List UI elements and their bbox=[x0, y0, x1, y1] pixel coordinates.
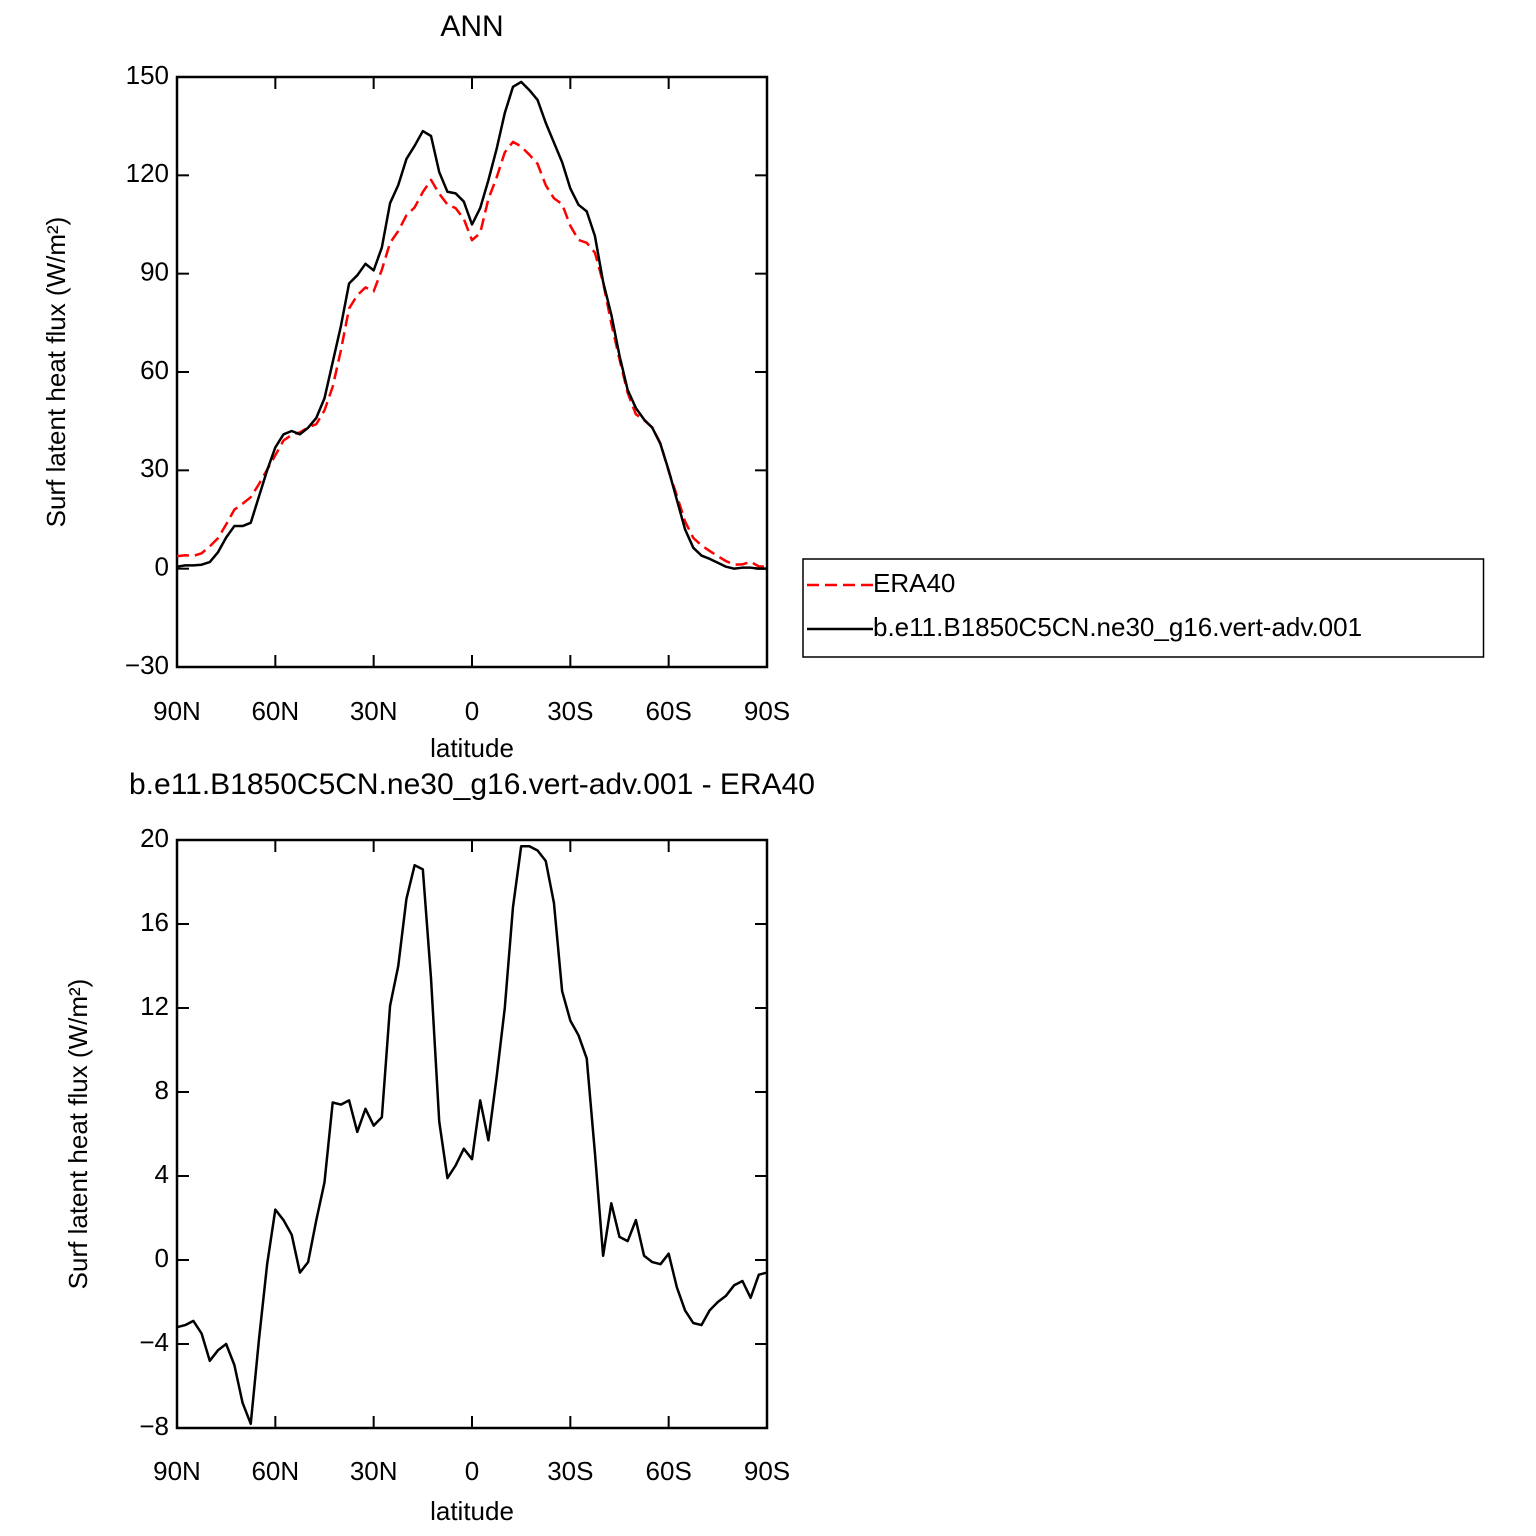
y-tick-label: 120 bbox=[126, 158, 169, 188]
data-line bbox=[176, 845, 768, 1426]
y-tick-label: 60 bbox=[140, 355, 169, 385]
legend-label: b.e11.B1850C5CN.ne30_g16.vert-adv.001 bbox=[873, 612, 1362, 642]
x-tick-label: 30S bbox=[547, 1456, 593, 1486]
y-tick-label: 0 bbox=[155, 552, 169, 582]
x-tick-label: 60N bbox=[251, 696, 299, 726]
y-tick-label: 12 bbox=[140, 991, 169, 1021]
x-tick-label: 30N bbox=[350, 1456, 398, 1486]
plot-frame bbox=[175, 75, 769, 669]
x-axis-label: latitude bbox=[430, 733, 514, 763]
x-tick-label: 0 bbox=[465, 1456, 479, 1486]
x-tick-label: 0 bbox=[465, 696, 479, 726]
data-line bbox=[176, 80, 767, 570]
legend-label: ERA40 bbox=[873, 568, 955, 598]
y-tick-label: 20 bbox=[140, 823, 169, 853]
y-axis-label: Surf latent heat flux (W/m²) bbox=[41, 217, 71, 528]
x-tick-label: 30N bbox=[350, 696, 398, 726]
x-tick-label: 90N bbox=[153, 696, 201, 726]
y-tick-label: 4 bbox=[155, 1159, 169, 1189]
y-tick-label: 16 bbox=[140, 907, 169, 937]
x-tick-label: 60N bbox=[251, 1456, 299, 1486]
chart-title: ANN bbox=[440, 10, 503, 43]
y-tick-label: 30 bbox=[140, 453, 169, 483]
y-tick-label: 90 bbox=[140, 257, 169, 287]
x-tick-label: 60S bbox=[646, 696, 692, 726]
y-axis-label: Surf latent heat flux (W/m²) bbox=[63, 979, 93, 1290]
x-tick-label: 30S bbox=[547, 696, 593, 726]
chart-title: b.e11.B1850C5CN.ne30_g16.vert-adv.001 - … bbox=[129, 768, 815, 801]
x-tick-label: 90S bbox=[744, 1456, 790, 1486]
x-tick-label: 90S bbox=[744, 696, 790, 726]
legend-box bbox=[802, 558, 1485, 658]
x-tick-label: 60S bbox=[646, 1456, 692, 1486]
y-tick-label: 8 bbox=[155, 1075, 169, 1105]
y-tick-label: −8 bbox=[139, 1411, 169, 1441]
y-tick-label: −30 bbox=[125, 650, 169, 680]
x-axis-label: latitude bbox=[430, 1496, 514, 1526]
y-tick-label: −4 bbox=[139, 1327, 169, 1357]
x-tick-label: 90N bbox=[153, 1456, 201, 1486]
plot-frame bbox=[175, 838, 769, 1430]
y-tick-label: 150 bbox=[126, 60, 169, 90]
y-tick-label: 0 bbox=[155, 1243, 169, 1273]
